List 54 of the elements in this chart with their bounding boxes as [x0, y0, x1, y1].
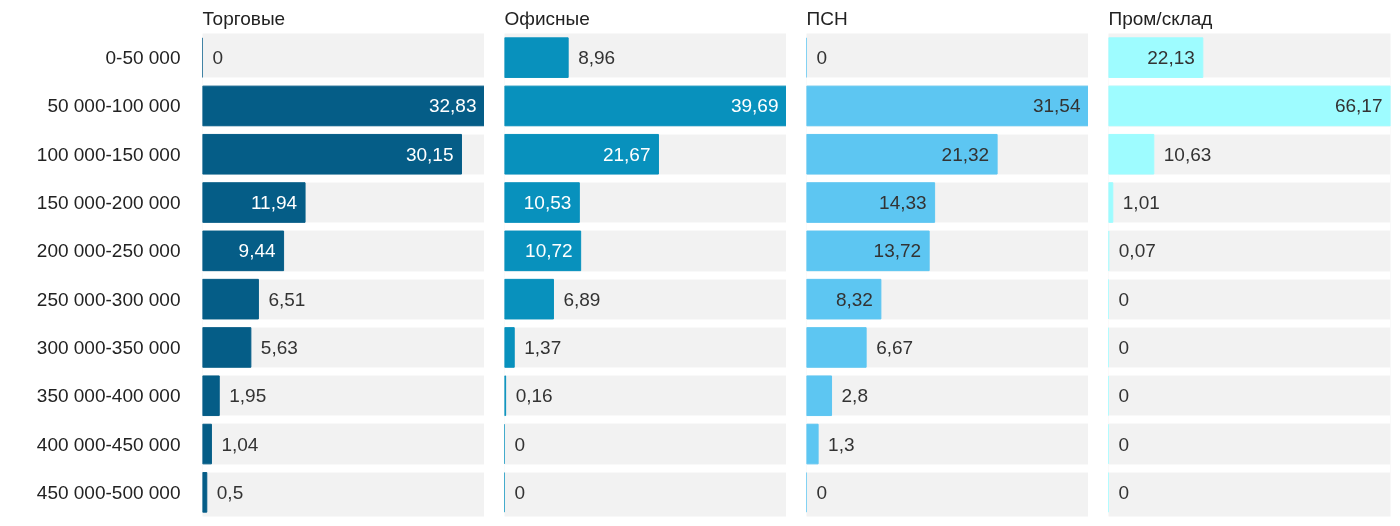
data-label: 0	[816, 481, 828, 503]
data-label: 31,54	[1032, 95, 1081, 117]
data-label: 21,32	[941, 143, 990, 165]
data-label: 30,15	[405, 143, 454, 165]
y-tick-label: 400 000-450 000	[36, 433, 181, 455]
y-tick-label: 300 000-350 000	[36, 336, 181, 358]
data-label: 1,3	[828, 433, 855, 455]
data-label: 22,13	[1147, 47, 1195, 69]
data-label: 0	[1118, 385, 1130, 407]
data-label: 0	[1118, 433, 1130, 455]
data-label: 32,83	[428, 95, 477, 117]
data-label: 1,01	[1122, 192, 1160, 214]
data-label: 0,07	[1118, 240, 1156, 262]
data-label: 0,5	[216, 481, 244, 503]
chart-title: Торговые	[202, 7, 286, 29]
data-label: 2,8	[841, 385, 868, 407]
data-label: 14,33	[879, 192, 927, 214]
y-tick-label: 200 000-250 000	[36, 240, 181, 262]
y-tick-label: 150 000-200 000	[36, 192, 181, 214]
data-label: 0,16	[515, 385, 553, 407]
y-tick-label: 450 000-500 000	[36, 481, 181, 503]
data-label: 0	[1118, 336, 1130, 358]
data-label: 39,69	[730, 95, 779, 117]
data-label: 1,95	[229, 385, 267, 407]
chart-title: Офисные	[504, 7, 590, 29]
y-tick-label: 350 000-400 000	[36, 385, 181, 407]
y-tick-label: 50 000-100 000	[47, 95, 181, 117]
data-label: 0	[514, 433, 526, 455]
data-label: 0	[212, 47, 224, 69]
data-label: 1,37	[524, 336, 562, 358]
data-label: 10,53	[523, 192, 572, 214]
data-label: 9,44	[238, 240, 277, 262]
data-label: 21,67	[602, 143, 651, 165]
data-label: 0	[514, 481, 526, 503]
data-label: 0	[816, 47, 828, 69]
data-label: 6,67	[876, 336, 914, 358]
y-tick-label: 0-50 000	[105, 47, 181, 69]
data-label: 0	[1118, 288, 1130, 310]
data-label: 10,63	[1163, 143, 1212, 165]
data-label: 11,94	[250, 192, 298, 214]
data-label: 10,72	[525, 240, 573, 262]
data-label: 6,51	[268, 288, 306, 310]
data-label: 6,89	[563, 288, 601, 310]
data-label: 13,72	[873, 240, 922, 262]
data-label: 8,96	[578, 47, 616, 69]
y-tick-label: 250 000-300 000	[36, 288, 181, 310]
data-label: 5,63	[260, 336, 298, 358]
chart-title: ПСН	[806, 7, 848, 29]
y-tick-label: 100 000-150 000	[36, 143, 181, 165]
data-label: 66,17	[1334, 95, 1383, 117]
chart-title: Пром/склад	[1108, 7, 1213, 29]
data-label: 8,32	[835, 288, 873, 310]
data-label: 1,04	[221, 433, 259, 455]
data-label: 0	[1118, 481, 1130, 503]
